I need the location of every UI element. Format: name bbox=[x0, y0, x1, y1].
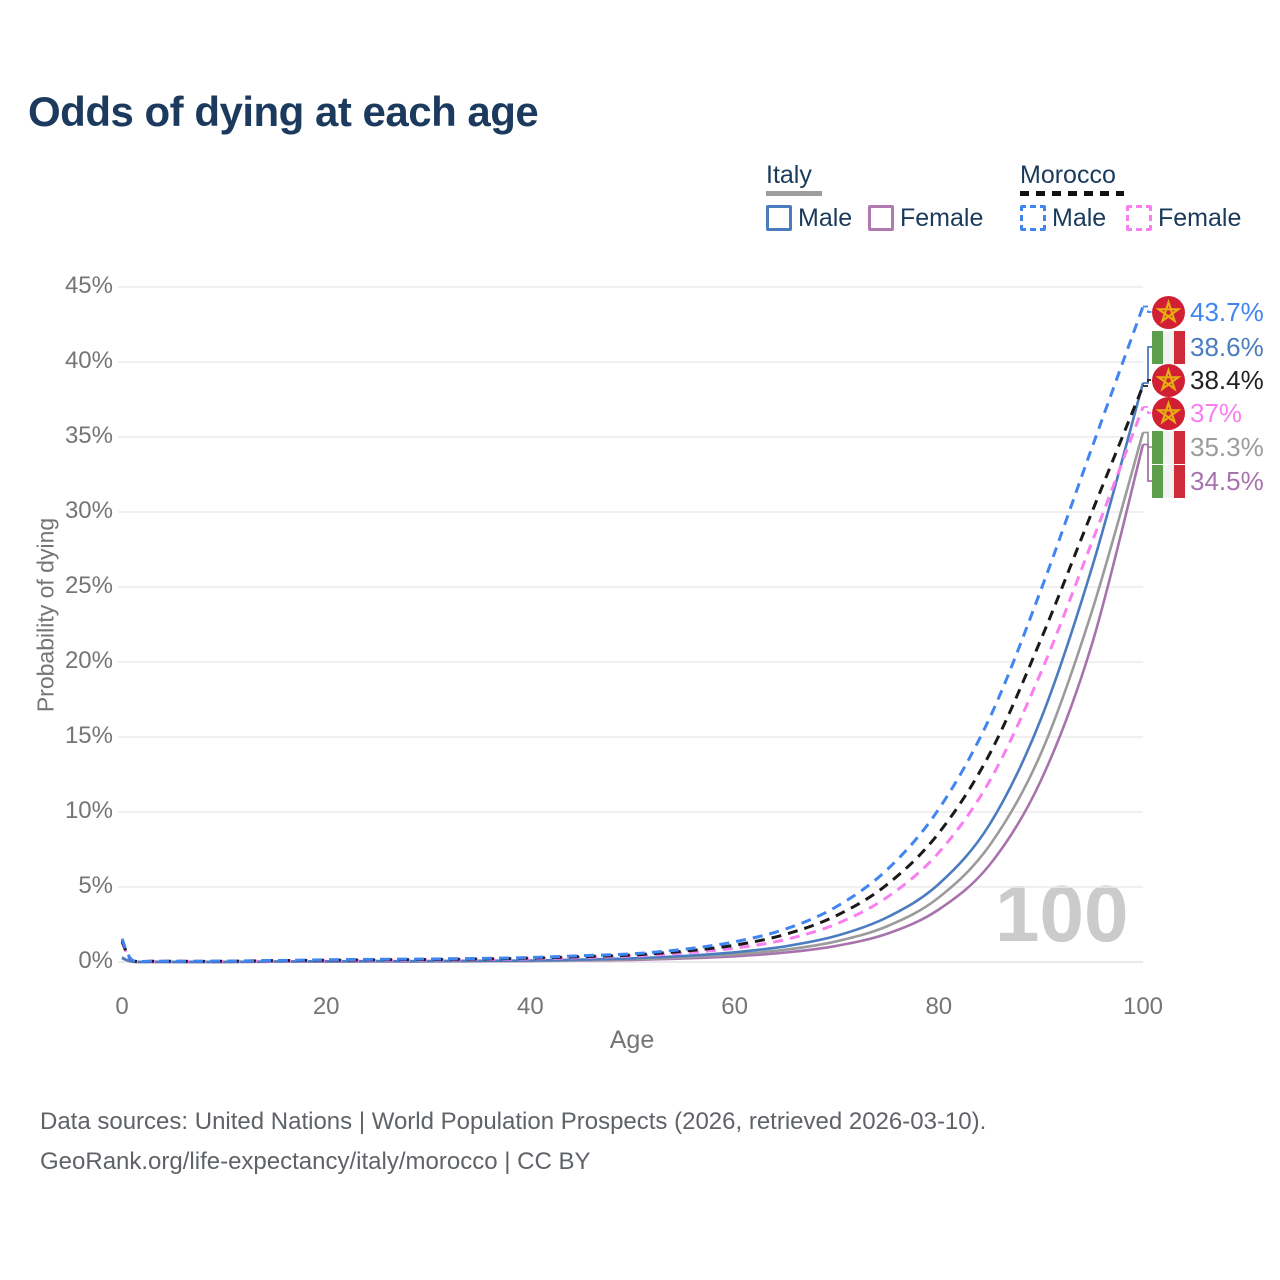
series-end-label: 38.4% bbox=[1152, 363, 1264, 397]
legend-italy-line-style-swatch bbox=[766, 191, 822, 196]
series-line-italy-female[interactable] bbox=[121, 444, 1145, 964]
series-end-label: 38.6% bbox=[1152, 330, 1264, 364]
legend-label-italy-female[interactable]: Female bbox=[900, 204, 984, 232]
label-connector bbox=[1143, 431, 1152, 448]
legend-label-italy-male[interactable]: Male bbox=[798, 204, 853, 232]
x-tick-label: 0 bbox=[115, 993, 129, 1020]
legend-morocco-line-style-swatch bbox=[1020, 191, 1124, 196]
italy-flag-icon bbox=[1152, 330, 1185, 364]
y-tick-label: 40% bbox=[64, 347, 113, 374]
series-end-value: 35.3% bbox=[1190, 431, 1264, 462]
morocco-flag-icon bbox=[1152, 396, 1185, 430]
page-title: Odds of dying at each age bbox=[28, 88, 539, 135]
x-axis-title: Age bbox=[609, 1026, 655, 1054]
series-end-label: 35.3% bbox=[1152, 430, 1264, 464]
y-tick-label: 30% bbox=[64, 497, 113, 524]
y-tick-label: 35% bbox=[64, 422, 113, 449]
x-tick-label: 60 bbox=[721, 993, 748, 1020]
legend-checkbox-italy-female[interactable] bbox=[868, 205, 894, 231]
x-tick-label: 20 bbox=[312, 993, 340, 1020]
label-connector bbox=[1143, 379, 1152, 387]
italy-flag-icon bbox=[1152, 464, 1185, 498]
morocco-flag-icon bbox=[1152, 295, 1185, 329]
label-connector bbox=[1143, 346, 1152, 384]
series-line-italy-male[interactable] bbox=[121, 382, 1145, 964]
legend-label-morocco-female[interactable]: Female bbox=[1158, 204, 1242, 232]
y-tick-label: 25% bbox=[64, 572, 113, 599]
series-end-label: 37% bbox=[1152, 396, 1243, 430]
y-tick-label: 5% bbox=[78, 872, 113, 899]
y-tick-label: 10% bbox=[64, 797, 113, 824]
y-tick-label: 15% bbox=[64, 722, 113, 749]
hovered-age-watermark: 100 bbox=[995, 869, 1129, 958]
series-end-value: 38.6% bbox=[1190, 331, 1264, 362]
series-end-value: 43.7% bbox=[1190, 296, 1264, 327]
morocco-flag-icon bbox=[1152, 363, 1185, 397]
legend-checkbox-italy-male[interactable] bbox=[766, 205, 792, 231]
series-line-morocco-both[interactable] bbox=[120, 385, 1145, 964]
y-tick-label: 0% bbox=[78, 947, 113, 974]
series-line-morocco-female[interactable] bbox=[120, 406, 1145, 964]
attribution-link: GeoRank.org/life-expectancy/italy/morocc… bbox=[40, 1148, 591, 1175]
series-end-value: 37% bbox=[1190, 397, 1243, 428]
series-end-value: 38.4% bbox=[1190, 364, 1264, 395]
y-tick-label: 45% bbox=[64, 272, 113, 299]
legend-label-morocco-male[interactable]: Male bbox=[1052, 204, 1107, 232]
legend-group-morocco[interactable]: Morocco bbox=[1020, 161, 1116, 189]
legend-checkbox-morocco-female[interactable] bbox=[1126, 205, 1152, 231]
series-end-label: 43.7% bbox=[1152, 295, 1264, 329]
data-sources-note: Data sources: United Nations | World Pop… bbox=[40, 1108, 987, 1135]
series-end-label: 34.5% bbox=[1152, 464, 1264, 498]
italy-flag-icon bbox=[1152, 430, 1185, 464]
legend-checkbox-morocco-male[interactable] bbox=[1020, 205, 1046, 231]
series-end-value: 34.5% bbox=[1190, 465, 1264, 496]
legend-group-italy[interactable]: Italy bbox=[766, 161, 812, 189]
label-connector bbox=[1143, 305, 1152, 313]
x-tick-label: 40 bbox=[517, 993, 544, 1020]
x-tick-label: 100 bbox=[1122, 993, 1164, 1020]
label-connector bbox=[1143, 406, 1152, 414]
x-tick-label: 80 bbox=[925, 993, 953, 1020]
y-tick-label: 20% bbox=[64, 647, 113, 674]
label-connector bbox=[1143, 443, 1152, 482]
